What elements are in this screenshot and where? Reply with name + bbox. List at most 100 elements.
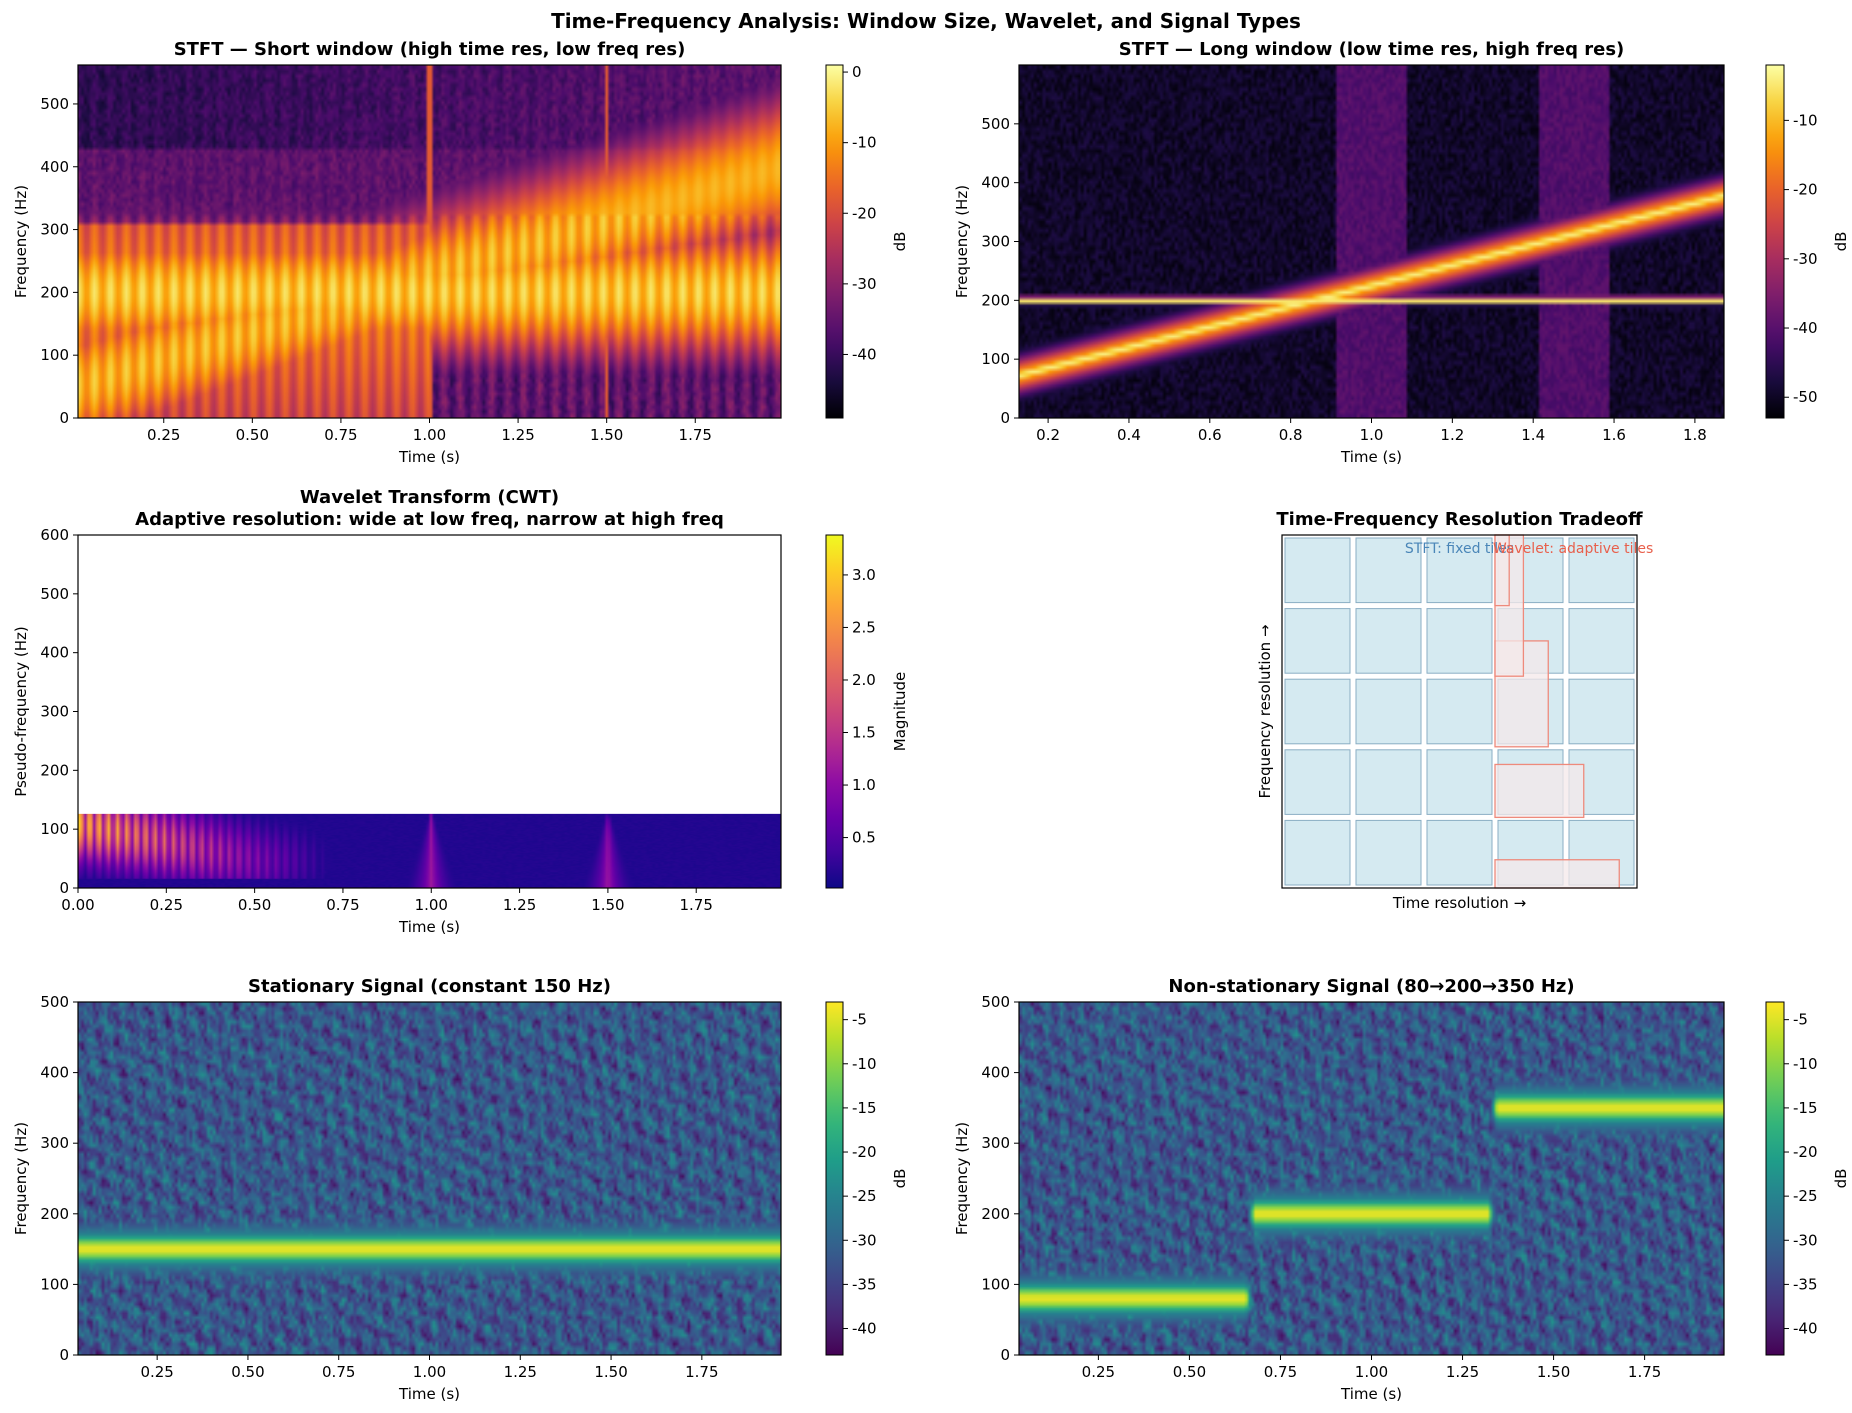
y-tick-label: 400	[40, 644, 69, 662]
x-tick-label: 0.25	[1082, 1363, 1115, 1381]
y-tick-label: 300	[981, 233, 1010, 251]
stft-tile	[1568, 537, 1635, 604]
colorbar-tick-label: -5	[1793, 1011, 1808, 1029]
stft-tile	[1284, 819, 1351, 886]
x-tick-label: 0.25	[147, 426, 180, 444]
colorbar-tick-label: -15	[852, 1099, 877, 1117]
colorbar-tick-label: 0	[852, 63, 862, 81]
x-tick-label: 1.75	[680, 896, 713, 914]
colorbar-tick-label: -20	[852, 204, 877, 222]
x-tick-label: 0.00	[61, 896, 94, 914]
figure-suptitle: Time-Frequency Analysis: Window Size, Wa…	[551, 9, 1301, 33]
y-tick-label: 200	[40, 1205, 69, 1223]
panel-stationary: 0.25 0.50 0.75 1.00 1.25 1.50 1.75 0 100 200 300 40…	[12, 976, 909, 1403]
x-tick-label: 0.75	[1264, 1363, 1297, 1381]
y-tick-label: 300	[40, 1134, 69, 1152]
x-tick-label: 0.50	[236, 426, 269, 444]
panel-nonstationary: 0.25 0.50 0.75 1.00 1.25 1.50 1.75 0 100 200 300 40…	[953, 976, 1850, 1403]
colorbar: -10 -20 -30 -40 -50 dB	[1765, 64, 1850, 419]
x-tick-label: 1.50	[1537, 1363, 1570, 1381]
colorbar-tick-label: -40	[1793, 319, 1818, 337]
panel-title: Adaptive resolution: wide at low freq, n…	[135, 509, 724, 530]
x-tick-label: 1.50	[591, 896, 624, 914]
heatmap-image	[1019, 65, 1724, 418]
colorbar-gradient	[1765, 64, 1785, 419]
y-axis-label: Frequency (Hz)	[12, 1122, 30, 1235]
y-tick-label: 100	[981, 1275, 1010, 1293]
colorbar-label: dB	[1832, 232, 1850, 252]
x-tick-label: 1.25	[501, 426, 534, 444]
colorbar-tick-label: -30	[1793, 250, 1818, 268]
colorbar-tick-label: 3.0	[852, 566, 876, 584]
x-axis-label: Time (s)	[1340, 448, 1402, 466]
colorbar-label: dB	[1832, 1169, 1850, 1189]
colorbar-tick-label: -50	[1793, 388, 1818, 406]
y-tick-label: 300	[40, 221, 69, 239]
x-tick-label: 1.75	[679, 426, 712, 444]
y-tick-label: 0	[1000, 409, 1010, 427]
stft-tile	[1284, 608, 1351, 674]
stft-tile	[1284, 537, 1351, 604]
y-tick-label: 500	[981, 993, 1010, 1011]
colorbar-tick-label: -30	[1793, 1231, 1818, 1249]
panel-title: Stationary Signal (constant 150 Hz)	[248, 976, 611, 997]
y-tick-label: 100	[40, 346, 69, 364]
colorbar-tick-label: -10	[852, 1055, 877, 1073]
colorbar-tick-label: -10	[852, 134, 877, 152]
x-tick-label: 0.25	[150, 896, 183, 914]
stft-tile	[1355, 608, 1422, 674]
colorbar-tick-label: -20	[1793, 1143, 1818, 1161]
x-tick-label: 1.25	[504, 1363, 537, 1381]
colorbar-tick-label: -40	[852, 345, 877, 363]
x-tick-label: 1.00	[415, 896, 448, 914]
y-tick-label: 400	[40, 1064, 69, 1082]
colorbar-tick-label: 1.5	[852, 724, 876, 742]
y-tick-label: 0	[59, 879, 69, 897]
y-tick-label: 200	[981, 291, 1010, 309]
y-tick-label: 0	[59, 1346, 69, 1364]
colorbar-tick-label: 2.5	[852, 618, 876, 636]
y-axis-label: Frequency (Hz)	[953, 185, 971, 298]
colorbar-tick-label: -5	[852, 1011, 867, 1029]
x-tick-label: 1.8	[1683, 426, 1707, 444]
stft-tile	[1426, 819, 1493, 886]
colorbar-tick-label: 2.0	[852, 671, 876, 689]
colorbar-tick-label: -25	[852, 1187, 877, 1205]
y-axis-label: Frequency resolution →	[1256, 624, 1274, 798]
x-tick-label: 0.50	[1173, 1363, 1206, 1381]
x-tick-label: 1.00	[413, 1363, 446, 1381]
colorbar-tick-label: -25	[1793, 1187, 1818, 1205]
y-tick-label: 200	[40, 283, 69, 301]
x-axis-label: Time (s)	[1340, 1385, 1402, 1403]
colorbar-gradient	[825, 64, 844, 419]
y-tick-label: 600	[40, 526, 69, 544]
stft-tile	[1426, 608, 1493, 674]
stft-tile	[1426, 537, 1493, 604]
colorbar-tick-label: -35	[852, 1275, 877, 1293]
x-tick-label: 1.2	[1440, 426, 1464, 444]
colorbar-gradient	[1765, 1001, 1785, 1356]
colorbar-tick-label: -40	[852, 1320, 877, 1338]
colorbar-label: dB	[891, 1169, 909, 1189]
x-tick-label: 0.4	[1117, 426, 1141, 444]
stft-tile	[1284, 749, 1351, 815]
y-tick-label: 0	[59, 409, 69, 427]
colorbar-tick-label: 1.0	[852, 776, 876, 794]
stft-tile	[1426, 678, 1493, 745]
x-tick-label: 0.50	[231, 1363, 264, 1381]
stft-tile	[1355, 819, 1422, 886]
y-tick-label: 400	[981, 174, 1010, 192]
y-tick-label: 500	[40, 95, 69, 113]
colorbar: -5 -10 -15 -20 -25 -30 -35 -40 dB	[825, 1001, 909, 1356]
x-tick-label: 1.75	[685, 1363, 718, 1381]
colorbar-gradient	[825, 534, 844, 889]
panel-title: Non-stationary Signal (80→200→350 Hz)	[1168, 976, 1574, 997]
panel-stft-short: 0.25 0.50 0.75 1.00 1.25 1.50 1.75 0 100 200 300 40…	[12, 39, 909, 466]
x-tick-label: 0.50	[238, 896, 271, 914]
panel-title: Wavelet Transform (CWT)	[300, 487, 559, 508]
x-tick-label: 1.0	[1360, 426, 1384, 444]
axes-frame	[1281, 534, 1638, 889]
x-tick-label: 0.8	[1279, 426, 1303, 444]
